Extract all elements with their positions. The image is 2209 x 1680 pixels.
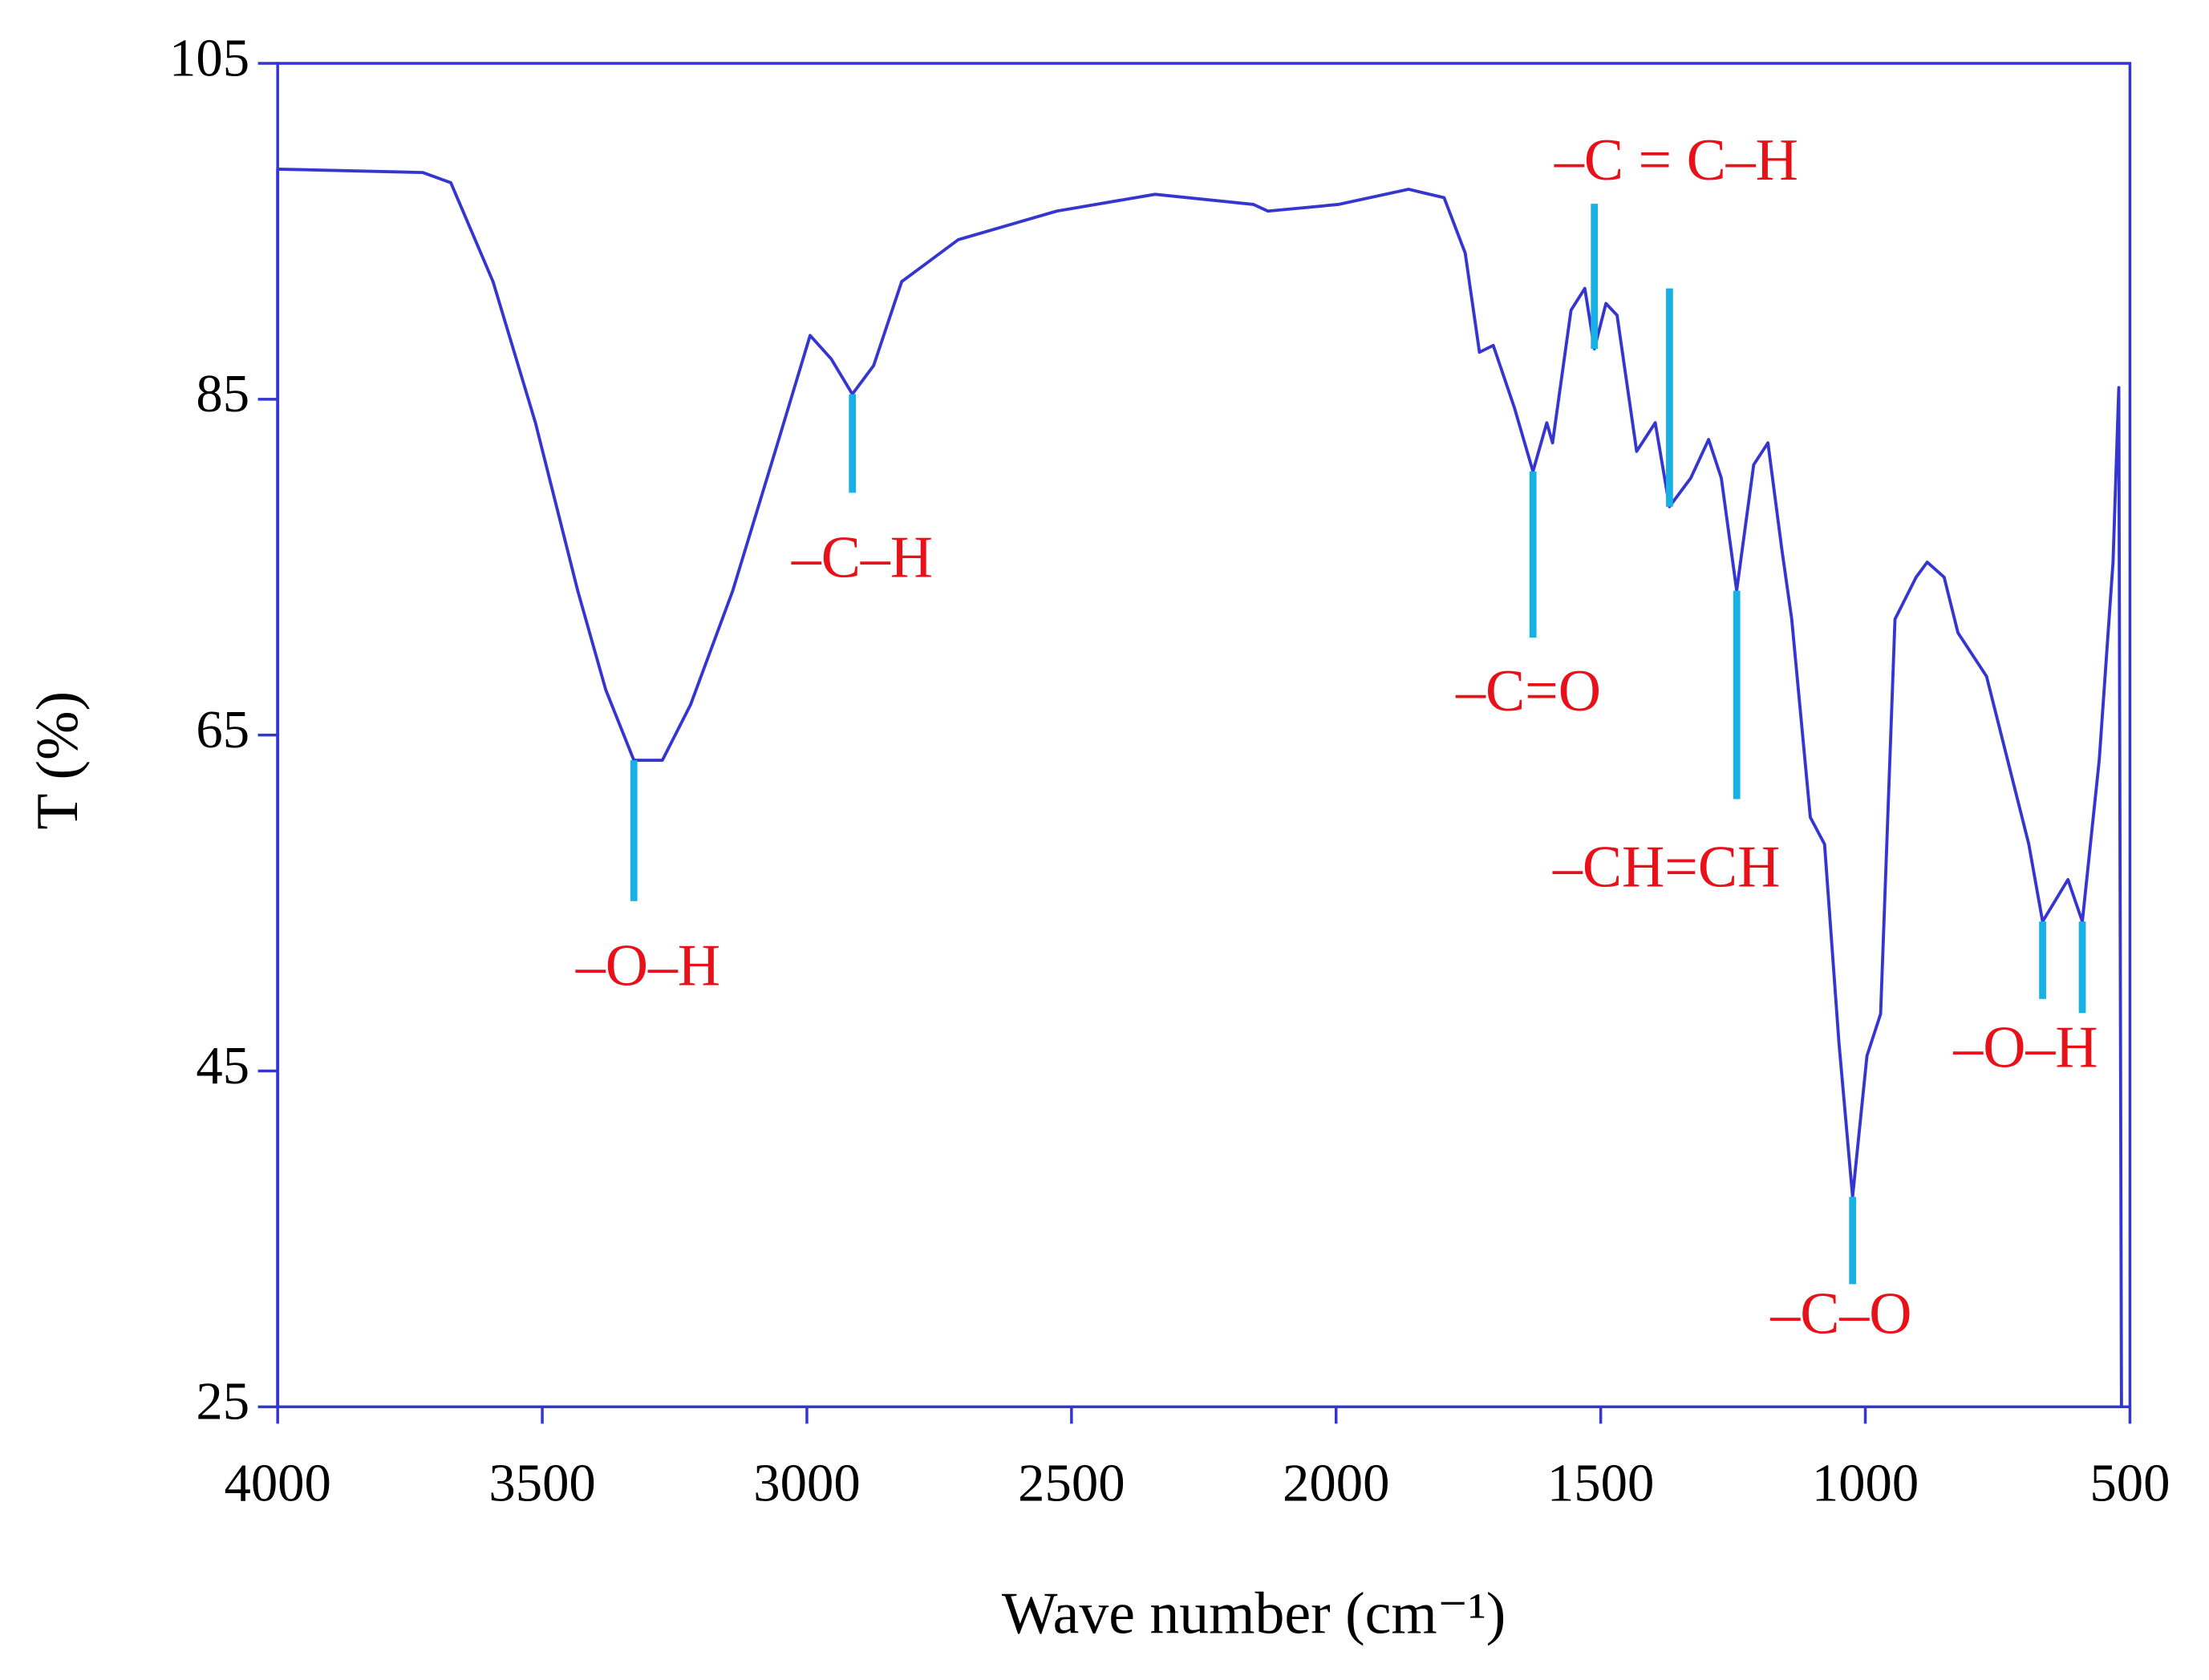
y-tick-label: 85: [196, 365, 249, 423]
x-tick-label: 2500: [1018, 1454, 1125, 1512]
y-axis-label: T (%): [24, 691, 90, 830]
x-tick-label: 3000: [753, 1454, 860, 1512]
x-tick-label: 4000: [224, 1454, 330, 1512]
y-tick-label: 105: [169, 29, 249, 87]
peak-label: –C = C–H: [1554, 127, 1798, 192]
x-tick-label: 2000: [1283, 1454, 1389, 1512]
y-tick-label: 25: [196, 1373, 249, 1431]
peak-label: –O–H: [1952, 1014, 2098, 1079]
peak-label: –C–O: [1769, 1280, 1911, 1346]
x-tick-label: 3500: [488, 1454, 595, 1512]
x-tick-label: 1500: [1547, 1454, 1654, 1512]
x-tick-label: 1000: [1812, 1454, 1919, 1512]
y-tick-label: 45: [196, 1037, 249, 1095]
x-tick-label: 500: [2089, 1454, 2170, 1512]
spectrum-line: [276, 167, 2123, 1407]
peak-label: –O–H: [575, 933, 720, 998]
x-axis-label: Wave number (cm⁻¹): [1002, 1580, 1506, 1646]
y-tick-label: 65: [196, 701, 249, 759]
peak-label: –C=O: [1455, 658, 1601, 723]
peak-label: –CH=CH: [1552, 834, 1780, 900]
peak-label: –C–H: [791, 524, 933, 589]
